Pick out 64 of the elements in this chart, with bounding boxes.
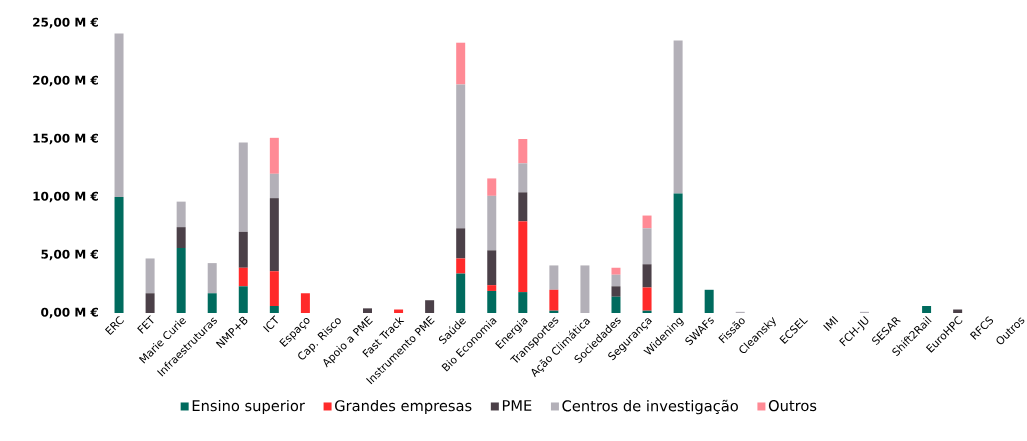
bar [518, 221, 528, 293]
bar [269, 271, 279, 307]
bar [704, 289, 714, 313]
bar [456, 258, 466, 274]
bar [611, 286, 621, 297]
legend-label: Grandes empresas [335, 399, 472, 415]
bar [549, 289, 559, 311]
legend-label: PME [502, 400, 532, 411]
bar [456, 42, 466, 85]
bar [269, 173, 279, 199]
legend-label: Ensino superior [192, 399, 305, 415]
bar [642, 287, 652, 311]
bar [673, 40, 683, 194]
bar [176, 227, 186, 249]
bar [114, 196, 124, 313]
bar [300, 293, 310, 313]
bar [269, 306, 279, 313]
y-tick-label: 5,00 M € [41, 249, 98, 261]
bar [456, 228, 466, 259]
bar [207, 293, 217, 313]
bar [518, 192, 528, 222]
y-tick-label: 20,00 M € [33, 75, 98, 87]
x-tick-label: IMI [823, 315, 839, 331]
bar [238, 286, 248, 313]
bar [238, 142, 248, 232]
y-tick-label: 25,00 M € [33, 17, 98, 29]
bar [642, 215, 652, 229]
bar [611, 274, 621, 287]
bar [642, 228, 652, 265]
bar [238, 231, 248, 268]
y-tick-label: 15,00 M € [33, 133, 98, 145]
bar [518, 138, 528, 164]
y-tick-label: 10,00 M € [33, 191, 98, 203]
legend-label: Centros de investigação [562, 399, 738, 415]
bar [363, 308, 373, 313]
bar [487, 250, 497, 286]
bar [145, 293, 155, 313]
bar [487, 195, 497, 251]
bar [580, 265, 590, 313]
bar [518, 163, 528, 193]
bar [611, 296, 621, 313]
bar [456, 84, 466, 229]
bar [238, 267, 248, 287]
bar [425, 300, 435, 313]
bar [456, 273, 466, 313]
bar [269, 137, 279, 174]
bar [487, 290, 497, 313]
bar [611, 267, 621, 275]
bar [269, 198, 279, 272]
bar [673, 193, 683, 313]
bar [176, 201, 186, 228]
bar [145, 258, 155, 294]
legend-label: Outros [768, 400, 817, 412]
bar [487, 178, 497, 196]
bar [487, 285, 497, 291]
bar [922, 306, 932, 313]
x-tick-label: ICT [263, 315, 278, 333]
bar [642, 264, 652, 288]
bar [518, 292, 528, 313]
bar [114, 33, 124, 197]
bar [549, 265, 559, 290]
y-tick-label: 0,00 M € [41, 307, 98, 319]
bar [176, 248, 186, 313]
bar [207, 263, 217, 294]
